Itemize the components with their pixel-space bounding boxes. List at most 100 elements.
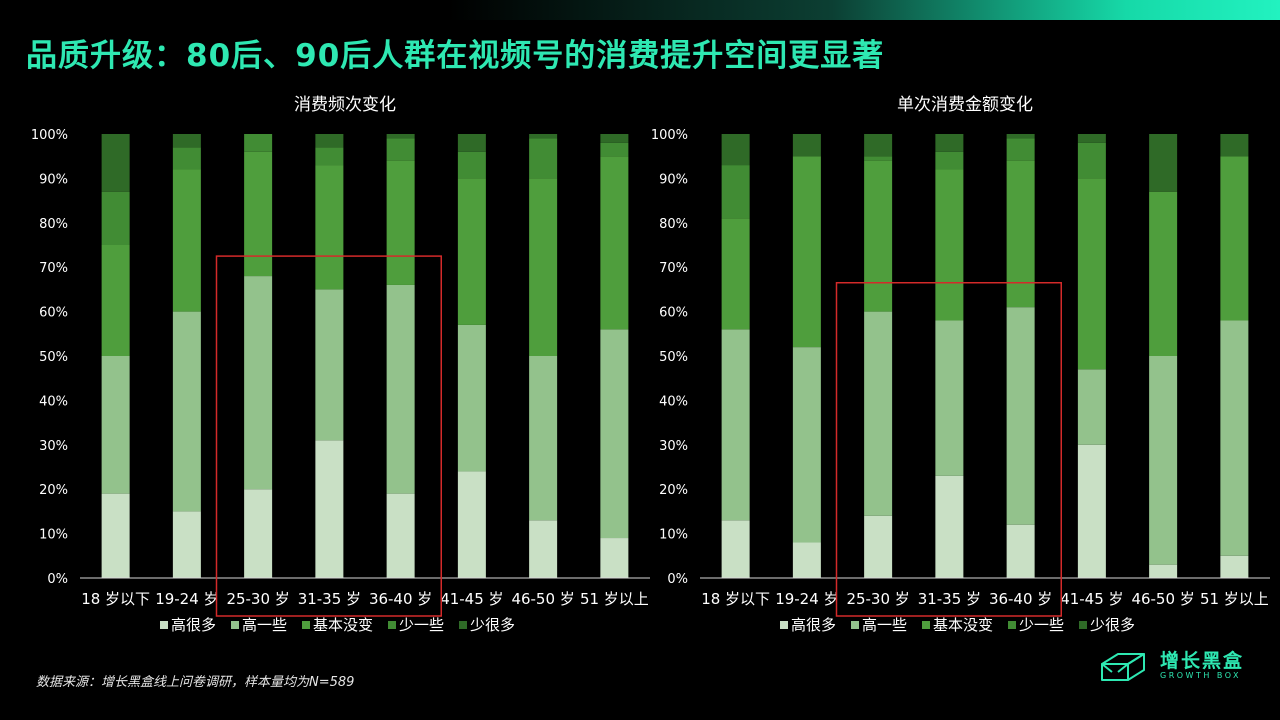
bar-segment [600, 538, 629, 578]
legend-swatch [1079, 621, 1087, 629]
bar-segment [1006, 138, 1035, 161]
bar-segment [244, 134, 273, 152]
bar-segment [935, 151, 964, 170]
y-tick-label: 20% [39, 483, 68, 498]
bar-segment [101, 245, 130, 356]
bar-segment [721, 218, 750, 330]
bar-segment [315, 147, 344, 166]
y-tick-label: 70% [659, 261, 688, 276]
bar-segment [864, 156, 893, 161]
amount-chart-svg: 单次消费金额变化 0% 10% 20% 30% 40% 50% 60% 70% 80% 90% 100… [651, 95, 1270, 634]
bar-segment [244, 276, 273, 490]
bar-segment [386, 284, 415, 494]
bar-segment [864, 134, 893, 157]
brand-logo: 增长黑盒 GROWTH BOX [1098, 644, 1268, 684]
bar-segment [721, 165, 750, 219]
bar-segment [1220, 134, 1249, 157]
legend-swatch [780, 621, 788, 629]
x-tick-label: 19-24 岁 [155, 590, 218, 608]
bar-segment [1077, 444, 1106, 578]
x-tick-label: 31-35 岁 [918, 590, 981, 608]
y-tick-label: 20% [659, 483, 688, 498]
bar-segment [1077, 369, 1106, 445]
bar-segment [721, 520, 750, 578]
data-source-note: 数据来源：增长黑盒线上问卷调研，样本量均为N=589 [36, 675, 355, 690]
bar-segment [1149, 191, 1178, 356]
legend-label: 少一些 [399, 616, 444, 634]
x-tick-label: 41-45 岁 [1060, 590, 1123, 608]
y-tick-label: 30% [39, 439, 68, 454]
bar-segment [101, 493, 130, 578]
y-tick-label: 70% [39, 261, 68, 276]
bar-segment [1077, 134, 1106, 143]
bar-segment [1220, 555, 1249, 578]
bar-segment [172, 511, 201, 578]
bar-segment [1149, 564, 1178, 578]
bar-segment [600, 134, 629, 143]
bar-segment [315, 134, 344, 148]
x-tick-label: 18 岁以下 [81, 590, 150, 608]
legend-label: 少一些 [1019, 616, 1064, 634]
x-tick-label: 36-40 岁 [989, 590, 1052, 608]
x-tick-label: 18 岁以下 [701, 590, 770, 608]
legend-swatch [851, 621, 859, 629]
x-tick-label: 51 岁以上 [1200, 590, 1269, 608]
y-tick-label: 60% [659, 306, 688, 321]
bar-segment [935, 169, 964, 321]
bar-segment [600, 329, 629, 539]
bar-segment [1006, 307, 1035, 525]
y-tick-label: 100% [31, 128, 68, 143]
x-tick-label: 25-30 岁 [226, 590, 289, 608]
legend-swatch [160, 621, 168, 629]
legend-label: 高一些 [242, 616, 287, 634]
bar-segment [529, 138, 558, 179]
bar-segment [864, 160, 893, 312]
bar-segment [529, 134, 558, 139]
bar-segment [172, 311, 201, 512]
bar-segment [244, 151, 273, 277]
y-tick-label: 50% [659, 350, 688, 365]
y-tick-label: 40% [39, 394, 68, 409]
y-tick-label: 0% [47, 572, 68, 587]
box-icon [1101, 653, 1145, 681]
x-tick-label: 36-40 岁 [369, 590, 432, 608]
bar-segment [864, 311, 893, 516]
bar-segment [315, 165, 344, 290]
bar-segment [244, 489, 273, 578]
bar-segment [101, 356, 130, 494]
x-tick-label: 46-50 岁 [511, 590, 574, 608]
bar-segment [721, 329, 750, 521]
legend-label: 少很多 [470, 616, 515, 634]
legend-label: 高一些 [862, 616, 907, 634]
x-tick-label: 19-24 岁 [775, 590, 838, 608]
bar-segment [1077, 178, 1106, 370]
bar-segment [457, 324, 486, 472]
x-tick-label: 46-50 岁 [1131, 590, 1194, 608]
bar-segment [935, 134, 964, 152]
y-tick-label: 10% [659, 528, 688, 543]
legend-swatch [1008, 621, 1016, 629]
bar-segment [1220, 320, 1249, 556]
bar-segment [1077, 142, 1106, 179]
bar-segment [864, 515, 893, 578]
bar-segment [1006, 160, 1035, 308]
y-tick-label: 60% [39, 306, 68, 321]
y-tick-label: 0% [667, 572, 688, 587]
bar-segment [172, 147, 201, 170]
legend-label: 基本没变 [313, 616, 373, 634]
bar-segment [529, 356, 558, 521]
legend-swatch [302, 621, 310, 629]
bar-segment [1149, 356, 1178, 565]
y-tick-label: 90% [659, 172, 688, 187]
frequency-chart: 消费频次变化 0% 10% 20% 30% 40% 50% 60% 70% 80% 90% 100% 1… [20, 88, 660, 648]
bar-segment [101, 191, 130, 245]
frequency-chart-svg: 消费频次变化 0% 10% 20% 30% 40% 50% 60% 70% 80% 90% 100% 1… [31, 95, 650, 634]
bar-segment [315, 440, 344, 578]
bar-segment [600, 156, 629, 330]
bar-segment [1006, 134, 1035, 139]
bar-segment [1220, 156, 1249, 321]
y-tick-label: 30% [659, 439, 688, 454]
bar-segment [386, 493, 415, 578]
legend-swatch [388, 621, 396, 629]
bar-segment [600, 142, 629, 157]
